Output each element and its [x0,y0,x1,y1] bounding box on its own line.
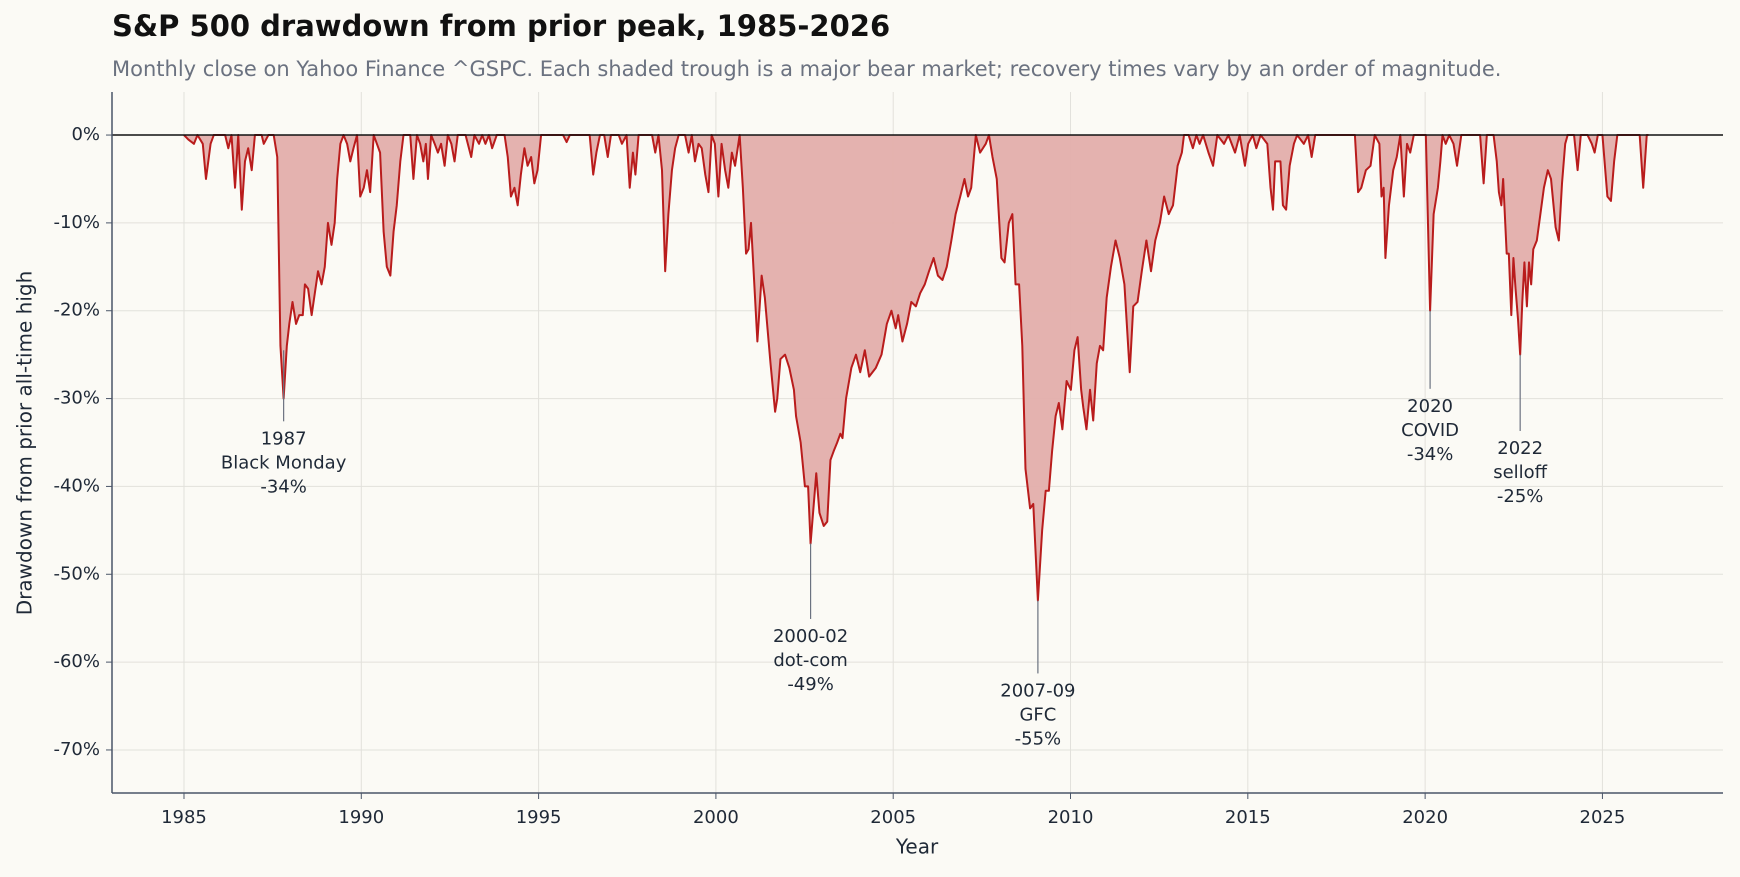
annotation-text: 1987 [261,428,307,449]
chart-subtitle: Monthly close on Yahoo Finance ^GSPC. Ea… [112,57,1501,81]
x-tick-label: 2005 [870,807,916,828]
y-tick-label: 0% [71,124,100,145]
x-tick-label: 2015 [1225,807,1271,828]
annotation-text: -49% [787,674,834,695]
annotation-text: -34% [260,476,307,497]
drawdown-area [183,135,1649,601]
x-tick-label: 1990 [338,807,384,828]
annotation-text: 2022 [1497,438,1543,459]
y-tick-label: -70% [53,739,100,760]
annotation-text: COVID [1401,420,1459,441]
annotation-text: GFC [1019,704,1056,725]
y-tick-label: -40% [53,475,100,496]
x-tick-label: 2020 [1402,807,1448,828]
drawdown-line [183,134,1649,602]
y-tick-label: -60% [53,651,100,672]
annotation-text: -34% [1407,444,1454,465]
x-tick-label: 1995 [516,807,562,828]
y-tick-label: -10% [53,212,100,233]
x-tick-label: 1985 [161,807,207,828]
annotation-text: dot-com [773,650,847,671]
y-axis-label: Drawdown from prior all-time high [13,271,37,615]
y-tick-label: -50% [53,563,100,584]
annotation-text: Black Monday [221,452,347,473]
annotation-text: selloff [1493,462,1547,483]
x-axis-label: Year [895,835,939,859]
x-tick-label: 2010 [1048,807,1094,828]
x-tick-label: 2000 [693,807,739,828]
annotation-text: 2000-02 [773,626,848,647]
y-tick-label: -20% [53,300,100,321]
x-tick-label: 2025 [1580,807,1626,828]
y-tick-label: -30% [53,388,100,409]
annotation-text: 2020 [1407,396,1453,417]
annotation-text: -55% [1015,728,1062,749]
annotation-text: -25% [1497,486,1544,507]
chart-title: S&P 500 drawdown from prior peak, 1985-2… [112,9,890,43]
annotation-text: 2007-09 [1000,680,1075,701]
